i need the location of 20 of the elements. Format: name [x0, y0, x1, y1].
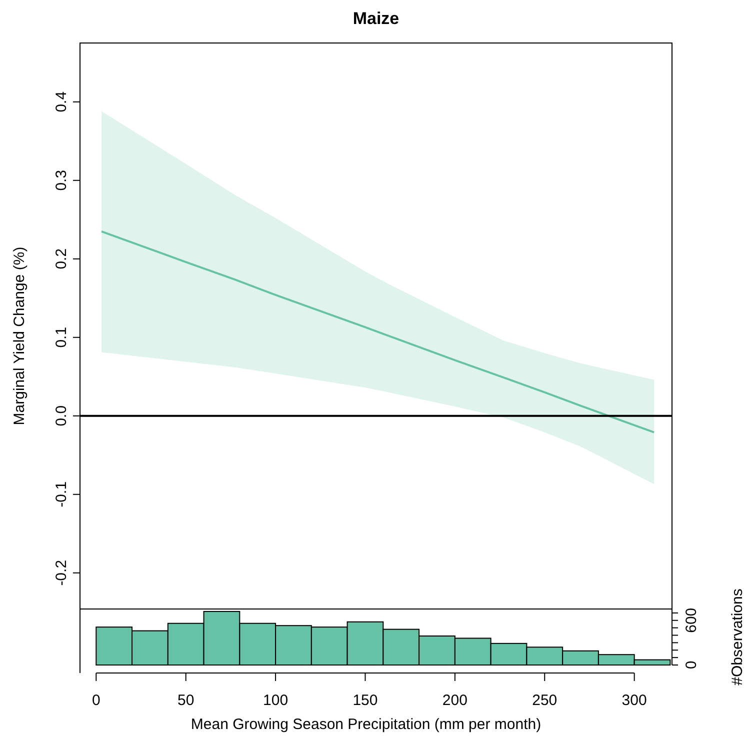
y-tick-label: -0.1 [53, 481, 70, 508]
x-tick-label: 100 [263, 692, 288, 709]
x-tick-label: 250 [532, 692, 558, 709]
y-tick-label: 0.3 [53, 170, 70, 191]
y-tick-label: 600 [683, 608, 700, 633]
x-tick-label: 0 [92, 692, 100, 709]
x-tick-label: 200 [442, 692, 468, 709]
x-tick-label: 50 [178, 692, 194, 709]
y-tick-label: -0.2 [53, 560, 70, 586]
line-series [100, 230, 656, 434]
y-axis-title: #Observations [729, 588, 745, 686]
x-tick-label: 150 [352, 692, 378, 709]
y-tick-label: 0.4 [53, 91, 70, 112]
chart-title: Maize [352, 9, 400, 28]
x-axis-title: Mean Growing Season Precipitation (mm per month) [190, 716, 542, 733]
y-axis-title: Marginal Yield Change (%) [11, 246, 28, 426]
x-tick-label: 300 [622, 692, 647, 709]
y-tick-label: 0.0 [53, 405, 70, 426]
y-tick-label: 0.2 [53, 248, 70, 270]
y-tick-label: 0.1 [53, 326, 70, 348]
